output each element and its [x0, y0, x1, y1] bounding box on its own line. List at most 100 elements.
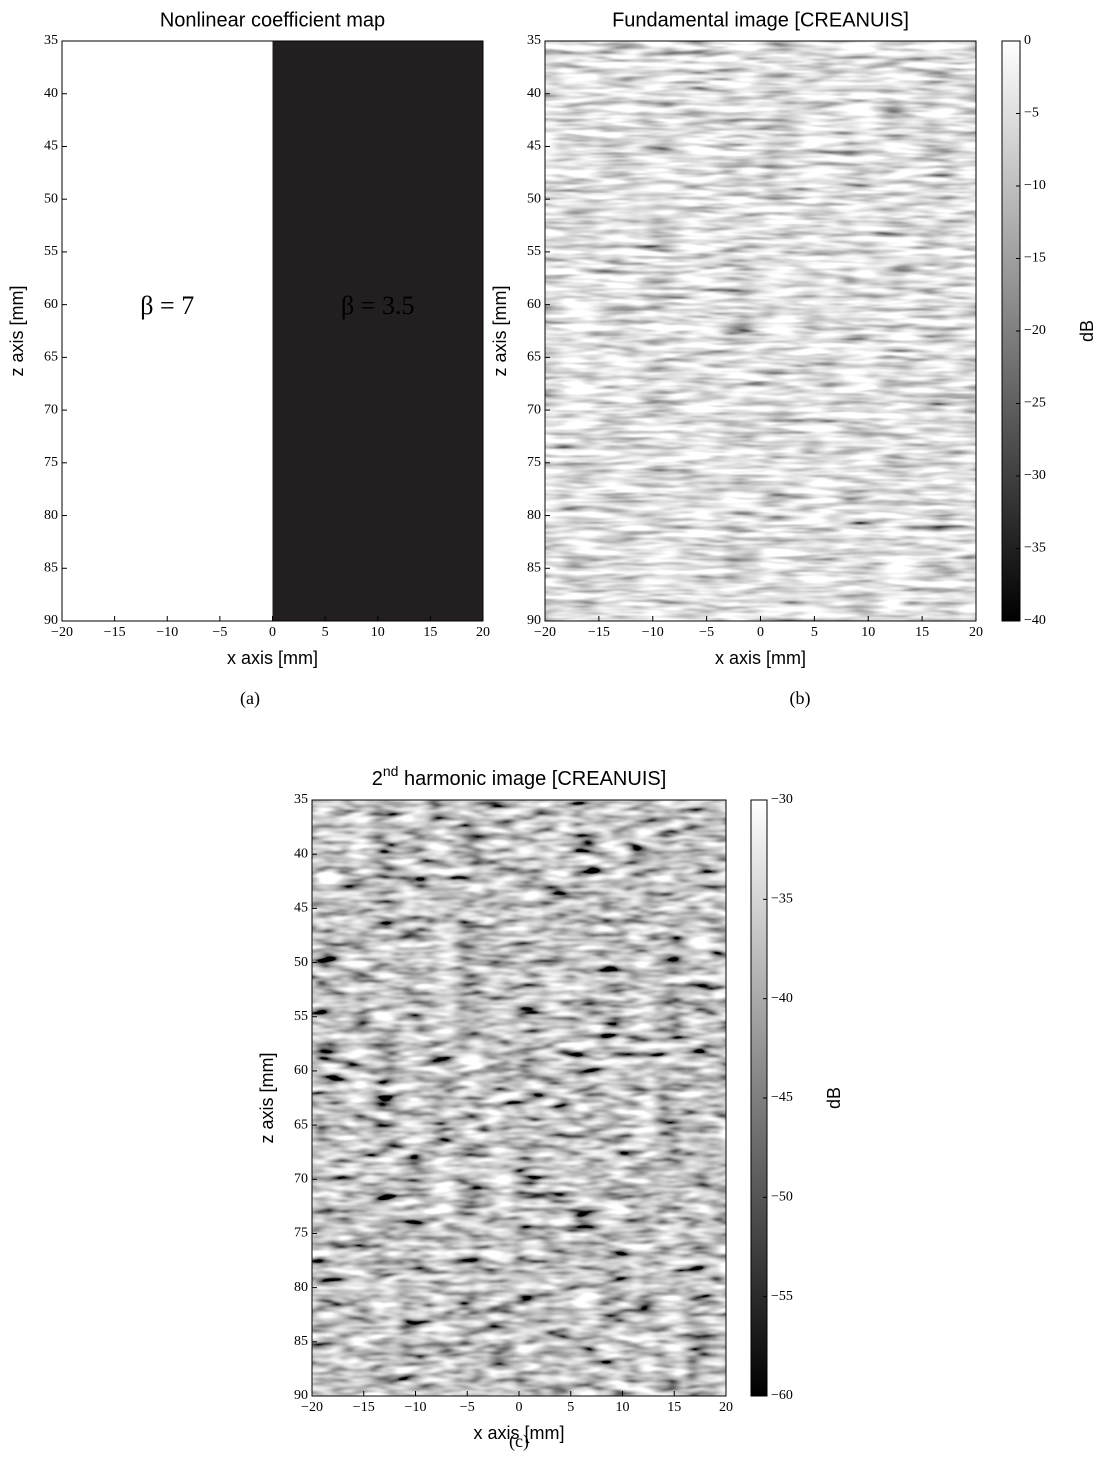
x-tick-label: 15 — [915, 625, 929, 640]
x-tick-label: −15 — [353, 1400, 375, 1415]
y-tick-label: 40 — [294, 846, 308, 861]
colorbar-tick-label: −30 — [1024, 468, 1046, 483]
colorbar-tick-label: −25 — [1024, 396, 1046, 411]
y-tick-label: 55 — [527, 244, 541, 259]
region — [272, 41, 483, 621]
x-tick-label: 20 — [969, 625, 983, 640]
y-tick-label: 60 — [44, 297, 58, 312]
colorbar-tick-label: −45 — [771, 1090, 793, 1105]
y-tick-label: 90 — [294, 1388, 308, 1403]
x-tick-label: 5 — [811, 625, 818, 640]
chart-title: Nonlinear coefficient map — [160, 9, 385, 31]
x-tick-label: −10 — [156, 625, 178, 640]
y-tick-label: 45 — [294, 901, 308, 916]
y-tick-label: 70 — [294, 1171, 308, 1186]
caption: (b) — [790, 688, 811, 709]
x-tick-label: −20 — [51, 625, 73, 640]
y-tick-label: 90 — [527, 613, 541, 628]
region-label: β = 7 — [140, 291, 194, 320]
colorbar-tick-label: −35 — [771, 892, 793, 907]
y-tick-label: 50 — [294, 955, 308, 970]
y-tick-label: 85 — [44, 560, 58, 575]
y-tick-label: 75 — [44, 455, 58, 470]
chart-title: Fundamental image [CREANUIS] — [612, 9, 909, 31]
y-tick-label: 75 — [294, 1226, 308, 1241]
x-tick-label: −15 — [588, 625, 610, 640]
x-tick-label: −15 — [104, 625, 126, 640]
y-axis-label: z axis [mm] — [7, 285, 27, 376]
x-tick-label: −20 — [534, 625, 556, 640]
y-tick-label: 80 — [294, 1280, 308, 1295]
region-label: β = 3.5 — [341, 291, 414, 320]
x-tick-label: −5 — [699, 625, 714, 640]
x-tick-label: 15 — [423, 625, 437, 640]
x-axis-label: x axis [mm] — [473, 1423, 564, 1443]
colorbar-tick-label: −60 — [771, 1388, 793, 1403]
x-tick-label: 0 — [269, 625, 276, 640]
caption: (a) — [240, 688, 260, 709]
x-tick-label: −5 — [460, 1400, 475, 1415]
y-tick-label: 65 — [527, 350, 541, 365]
y-tick-label: 80 — [44, 508, 58, 523]
colorbar-tick-label: −35 — [1024, 541, 1046, 556]
colorbar-label: dB — [824, 1087, 844, 1109]
y-tick-label: 85 — [527, 560, 541, 575]
y-axis-label: z axis [mm] — [490, 285, 510, 376]
x-tick-label: 10 — [616, 1400, 630, 1415]
chart-title: 2nd harmonic image [CREANUIS] — [372, 763, 667, 791]
y-tick-label: 60 — [527, 297, 541, 312]
x-tick-label: 10 — [371, 625, 385, 640]
x-tick-label: 15 — [667, 1400, 681, 1415]
x-tick-label: 20 — [476, 625, 490, 640]
x-tick-label: 0 — [757, 625, 764, 640]
y-tick-label: 65 — [294, 1117, 308, 1132]
colorbar-tick-label: −5 — [1024, 106, 1039, 121]
x-tick-label: 0 — [516, 1400, 523, 1415]
y-tick-label: 45 — [527, 139, 541, 154]
title-number: 2 — [372, 768, 383, 790]
y-tick-label: 70 — [527, 402, 541, 417]
y-tick-label: 85 — [294, 1334, 308, 1349]
colorbar-label: dB — [1077, 320, 1097, 342]
y-tick-label: 80 — [527, 508, 541, 523]
y-tick-label: 65 — [44, 350, 58, 365]
colorbar-tick-label: −10 — [1024, 178, 1046, 193]
colorbar-tick-label: 0 — [1024, 33, 1031, 48]
y-tick-label: 55 — [44, 244, 58, 259]
colorbar-tick-label: −55 — [771, 1289, 793, 1304]
x-axis-label: x axis [mm] — [715, 648, 806, 668]
colorbar-tick-label: −40 — [771, 991, 793, 1006]
y-tick-label: 55 — [294, 1009, 308, 1024]
colorbar-tick-label: −30 — [771, 792, 793, 807]
y-tick-label: 50 — [44, 191, 58, 206]
y-tick-label: 45 — [44, 139, 58, 154]
caption: (c) — [509, 1431, 529, 1452]
y-tick-label: 75 — [527, 455, 541, 470]
title-text: harmonic image [CREANUIS] — [398, 768, 666, 790]
x-tick-label: −10 — [405, 1400, 427, 1415]
colorbar-tick-label: −50 — [771, 1190, 793, 1205]
y-tick-label: 40 — [44, 86, 58, 101]
y-tick-label: 50 — [527, 191, 541, 206]
colorbar-tick-label: −40 — [1024, 613, 1046, 628]
colorbar-tick-label: −15 — [1024, 251, 1046, 266]
x-tick-label: 10 — [861, 625, 875, 640]
speckle-image — [312, 800, 726, 1396]
y-tick-label: 35 — [44, 33, 58, 48]
x-tick-label: 5 — [322, 625, 329, 640]
y-axis-label: z axis [mm] — [257, 1052, 277, 1143]
y-tick-label: 40 — [527, 86, 541, 101]
x-tick-label: −5 — [212, 625, 227, 640]
y-tick-label: 60 — [294, 1063, 308, 1078]
y-tick-label: 35 — [294, 792, 308, 807]
y-tick-label: 35 — [527, 33, 541, 48]
x-tick-label: 20 — [719, 1400, 733, 1415]
x-axis-label: x axis [mm] — [227, 648, 318, 668]
y-tick-label: 90 — [44, 613, 58, 628]
y-tick-label: 70 — [44, 402, 58, 417]
x-tick-label: −20 — [301, 1400, 323, 1415]
region — [62, 41, 273, 621]
title-superscript: nd — [383, 763, 399, 779]
colorbar-tick-label: −20 — [1024, 323, 1046, 338]
